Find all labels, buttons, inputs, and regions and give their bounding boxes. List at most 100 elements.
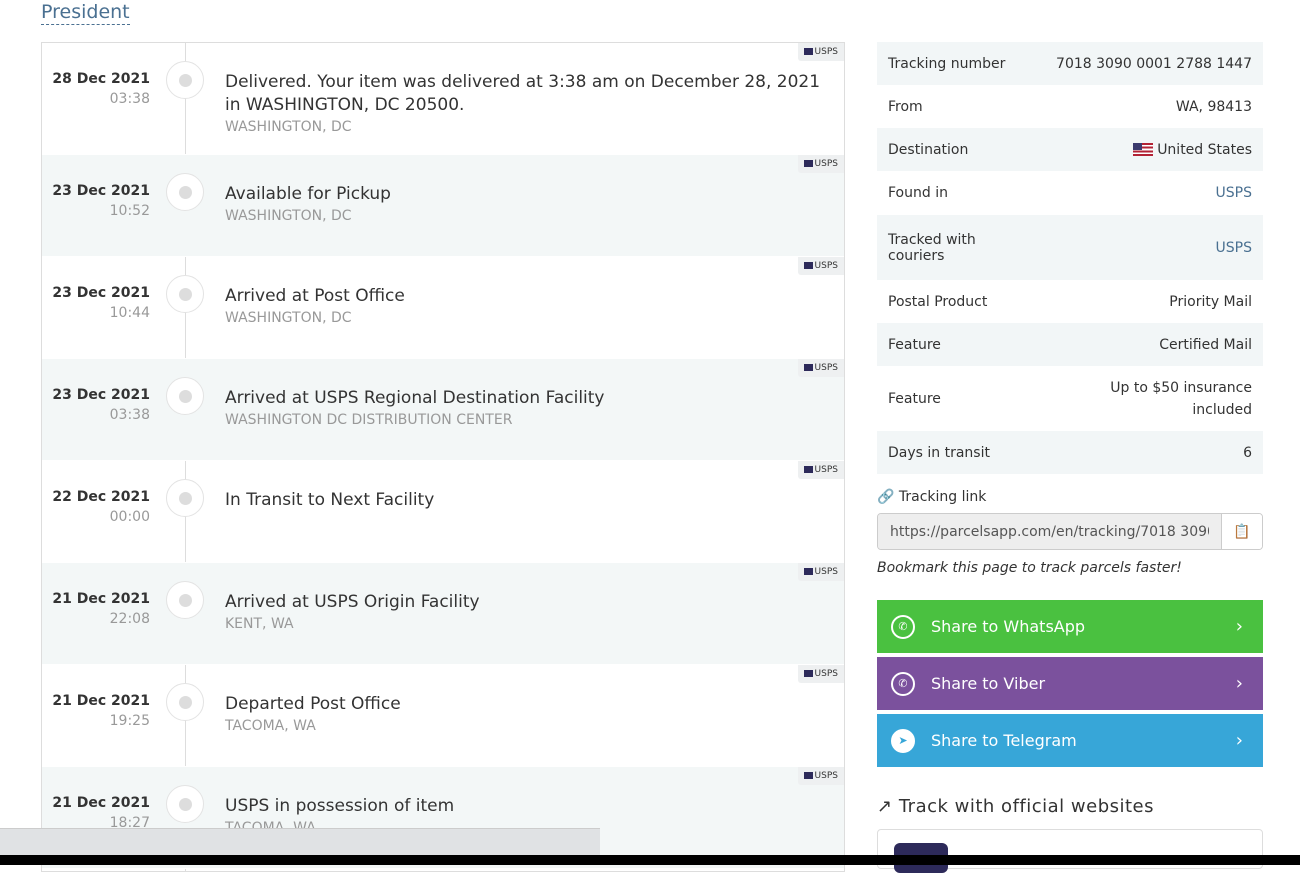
timeline-dot-icon <box>166 61 204 99</box>
tracking-event: 22 Dec 2021 00:00 In Transit to Next Faci… <box>42 461 844 563</box>
share-whatsapp-button[interactable]: ✆ Share to WhatsApp › <box>877 600 1263 653</box>
event-date: 23 Dec 2021 10:44 <box>52 285 150 321</box>
event-location: WASHINGTON, DC <box>225 119 352 135</box>
usps-logo-icon <box>803 670 813 677</box>
timeline-dot-icon <box>166 683 204 721</box>
event-status: Departed Post Office TACOMA, WA <box>225 693 825 736</box>
event-date: 21 Dec 2021 18:27 <box>52 795 150 831</box>
courier-badge: USPS <box>797 665 844 683</box>
share-telegram-button[interactable]: ➤ Share to Telegram › <box>877 714 1263 767</box>
event-date: 23 Dec 2021 03:38 <box>52 387 150 423</box>
event-location: KENT, WA <box>225 616 294 632</box>
timeline-dot-icon <box>166 581 204 619</box>
info-row: Tracked with couriers USPS <box>877 215 1263 280</box>
official-websites-heading: ↗ Track with official websites <box>877 796 1155 817</box>
info-value: WA, 98413 <box>1175 98 1252 115</box>
event-status: In Transit to Next Facility <box>225 490 435 510</box>
info-label: Postal Product <box>888 293 988 310</box>
horizontal-scrollbar[interactable] <box>0 828 600 855</box>
info-value: 6 <box>1243 444 1252 461</box>
event-time: 03:38 <box>109 91 150 107</box>
event-status: Arrived at USPS Regional Destination Fac… <box>225 387 825 430</box>
parcel-info-table: Tracking number 7018 3090 0001 2788 1447 F… <box>877 42 1263 474</box>
info-row: Days in transit 6 <box>877 431 1263 474</box>
event-time: 18:27 <box>109 815 150 831</box>
event-status: Arrived at Post Office WASHINGTON, DC <box>225 285 825 328</box>
bookmark-hint: Bookmark this page to track parcels fast… <box>877 560 1182 576</box>
chevron-right-icon: › <box>1235 673 1243 694</box>
usps-logo-icon <box>803 568 813 575</box>
external-link-icon: ↗ <box>877 796 893 817</box>
event-date: 22 Dec 2021 00:00 <box>52 489 150 525</box>
telegram-icon: ➤ <box>891 728 915 753</box>
info-row: From WA, 98413 <box>877 85 1263 128</box>
event-status: Available for Pickup WASHINGTON, DC <box>225 183 825 226</box>
event-location: TACOMA, WA <box>225 718 316 734</box>
event-location: WASHINGTON, DC <box>225 310 352 326</box>
event-status: Arrived at USPS Origin Facility KENT, WA <box>225 591 825 634</box>
usps-logo-icon <box>803 772 813 779</box>
tracking-event: 23 Dec 2021 03:38 Arrived at USPS Regiona… <box>42 359 844 461</box>
info-label: Feature <box>888 390 941 407</box>
tracking-event: 23 Dec 2021 10:44 Arrived at Post Office W… <box>42 257 844 359</box>
info-row: Feature Certified Mail <box>877 323 1263 366</box>
chevron-right-icon: › <box>1235 730 1243 751</box>
info-label: Destination <box>888 141 969 158</box>
timeline-dot-icon <box>166 275 204 313</box>
usps-logo-icon <box>803 466 813 473</box>
courier-badge: USPS <box>797 767 844 785</box>
event-time: 22:08 <box>109 611 150 627</box>
info-value: Certified Mail <box>1159 336 1252 353</box>
event-date: 28 Dec 2021 03:38 <box>52 71 150 107</box>
event-date: 21 Dec 2021 19:25 <box>52 693 150 729</box>
courier-badge: USPS <box>797 155 844 173</box>
info-value: 7018 3090 0001 2788 1447 <box>1056 55 1252 72</box>
info-label: Feature <box>888 336 941 353</box>
info-value[interactable]: USPS <box>1215 185 1252 201</box>
tracking-link-input[interactable] <box>878 514 1221 549</box>
tracking-event: 23 Dec 2021 10:52 Available for Pickup WAS… <box>42 155 844 257</box>
courier-badge: USPS <box>797 563 844 581</box>
event-date: 23 Dec 2021 10:52 <box>52 183 150 219</box>
tracking-events: 28 Dec 2021 03:38 Delivered. Your item wa… <box>41 42 845 872</box>
event-time: 10:52 <box>109 203 150 219</box>
tracking-link-field: 📋 <box>877 513 1263 550</box>
info-value[interactable]: USPS <box>1215 239 1252 256</box>
event-time: 10:44 <box>109 305 150 321</box>
event-location: WASHINGTON, DC <box>225 208 352 224</box>
info-row: Postal Product Priority Mail <box>877 280 1263 323</box>
screen-edge <box>0 855 1300 865</box>
page-title[interactable]: President <box>41 1 130 25</box>
chevron-right-icon: › <box>1235 616 1243 637</box>
event-date: 21 Dec 2021 22:08 <box>52 591 150 627</box>
tracking-link-label: 🔗 Tracking link <box>877 489 987 505</box>
usps-logo-icon <box>803 364 813 371</box>
info-row: Tracking number 7018 3090 0001 2788 1447 <box>877 42 1263 85</box>
info-row: Feature Up to $50 insurance included <box>877 366 1263 431</box>
info-label: From <box>888 98 923 115</box>
courier-badge: USPS <box>797 257 844 275</box>
courier-badge: USPS <box>797 461 844 479</box>
info-label: Days in transit <box>888 444 990 461</box>
courier-badge: USPS <box>797 43 844 61</box>
info-value: United States <box>1133 142 1252 158</box>
clipboard-icon: 📋 <box>1233 523 1251 539</box>
viber-icon: ✆ <box>891 671 915 696</box>
timeline-dot-icon <box>166 173 204 211</box>
event-time: 19:25 <box>109 713 150 729</box>
info-value: Priority Mail <box>1169 293 1252 310</box>
event-time: 00:00 <box>109 509 150 525</box>
timeline-dot-icon <box>166 785 204 823</box>
copy-clipboard-button[interactable]: 📋 <box>1221 514 1262 549</box>
usps-logo-icon <box>803 160 813 167</box>
share-viber-button[interactable]: ✆ Share to Viber › <box>877 657 1263 710</box>
event-time: 03:38 <box>109 407 150 423</box>
event-location: WASHINGTON DC DISTRIBUTION CENTER <box>225 412 513 428</box>
tracking-event: 21 Dec 2021 19:25 Departed Post Office TAC… <box>42 665 844 767</box>
timeline-dot-icon <box>166 479 204 517</box>
usps-logo-icon <box>803 48 813 55</box>
event-status: Delivered. Your item was delivered at 3:… <box>225 71 825 137</box>
info-value: Up to $50 insurance included <box>1110 379 1252 418</box>
info-label: Tracked with couriers <box>888 231 976 264</box>
tracking-event: 28 Dec 2021 03:38 Delivered. Your item wa… <box>42 43 844 155</box>
